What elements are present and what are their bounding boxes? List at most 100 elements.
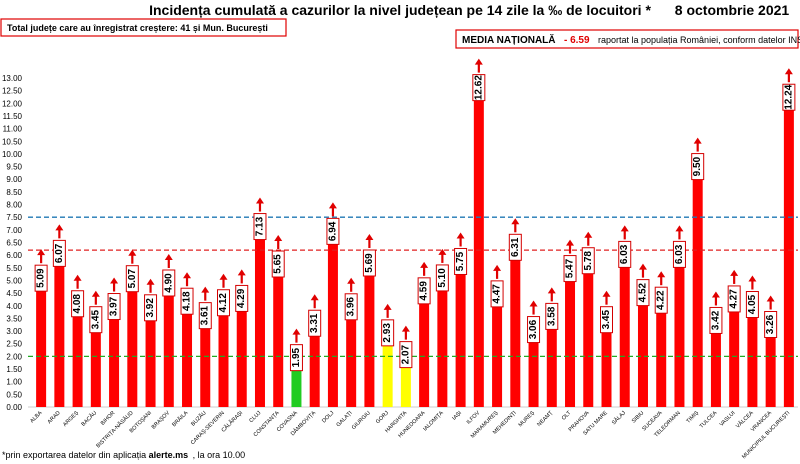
y-tick-label: 1.50 <box>6 365 22 374</box>
category-label: ARGEȘ <box>62 410 80 428</box>
arrow-up-icon-head <box>748 275 757 282</box>
bar <box>36 278 47 407</box>
arrow-up-icon-head <box>784 68 793 75</box>
bar <box>765 324 776 407</box>
category-label: BRAȘOV <box>151 410 172 431</box>
arrow-up-icon-head <box>638 263 647 270</box>
y-tick-label: 2.00 <box>6 352 22 361</box>
bar <box>145 307 156 407</box>
arrow-up-icon-head <box>37 249 46 256</box>
plot-area: 0.00 0.50 1.00 1.50 2.00 2.50 3.00 3.50 4.00 4.50… <box>2 58 798 460</box>
bar <box>692 166 703 407</box>
arrow-up-icon-head <box>91 290 100 297</box>
summary-text: Total județe care au înregistrat creșter… <box>7 23 268 33</box>
value-label: 12.62 <box>473 75 484 100</box>
media-label: MEDIA NAȚIONALĂ <box>462 33 556 46</box>
value-label: 5.65 <box>273 254 284 274</box>
bar <box>565 268 576 407</box>
value-label-box <box>52 239 66 267</box>
value-label-box <box>107 293 121 321</box>
value-label-box <box>691 153 705 181</box>
category-label: MUREȘ <box>518 410 537 429</box>
value-label: 4.29 <box>236 288 247 308</box>
value-label-box <box>417 277 431 305</box>
footer-bold: alerte.ms <box>149 450 189 460</box>
value-label: 2.93 <box>382 323 393 343</box>
y-tick-label: 12.00 <box>2 99 23 108</box>
value-label: 5.69 <box>364 253 375 273</box>
category-label: TULCEA <box>699 410 719 430</box>
bar <box>674 254 685 407</box>
y-tick-label: 3.50 <box>6 314 22 323</box>
y-tick-label: 5.50 <box>6 264 22 273</box>
value-label: 4.47 <box>492 284 503 304</box>
bar <box>473 87 484 408</box>
y-tick-label: 6.50 <box>6 239 22 248</box>
value-label: 4.27 <box>729 289 740 309</box>
chart-date: 8 octombrie 2021 <box>675 2 790 18</box>
bar <box>455 261 466 407</box>
arrow-up-icon-head <box>255 197 264 204</box>
bar <box>309 323 320 407</box>
value-label: 3.97 <box>109 296 120 316</box>
y-tick-label: 8.00 <box>6 201 22 210</box>
arrow-up-icon-head <box>55 224 64 231</box>
category-label: DOLJ <box>321 410 335 424</box>
value-label-box <box>271 250 285 278</box>
value-label-box <box>435 264 449 292</box>
bar <box>72 303 83 407</box>
arrow-up-icon-head <box>128 249 137 256</box>
category-label: IALOMIȚA <box>422 410 445 433</box>
value-label: 3.42 <box>710 310 721 330</box>
y-tick-label: 2.50 <box>6 340 22 349</box>
bar <box>218 302 229 407</box>
arrow-up-icon-head <box>766 295 775 302</box>
y-tick-label: 6.00 <box>6 251 22 260</box>
value-label: 1.95 <box>291 347 302 367</box>
value-label: 12.24 <box>783 84 794 109</box>
value-label-box <box>125 265 139 293</box>
bar <box>254 226 265 407</box>
value-label-box <box>162 269 176 297</box>
bar <box>783 97 794 407</box>
bar <box>656 300 667 407</box>
footer-prefix: *prin exportarea datelor din aplicația <box>2 450 149 460</box>
category-label: GORJ <box>375 410 390 425</box>
value-label: 6.31 <box>510 237 521 257</box>
value-label: 6.03 <box>619 244 630 264</box>
bar <box>546 316 557 407</box>
value-label-box <box>362 249 376 277</box>
category-label: BACĂU <box>80 409 98 427</box>
arrow-up-icon-head <box>219 273 228 280</box>
bar <box>400 354 411 407</box>
value-label: 3.06 <box>528 319 539 339</box>
bar <box>327 231 338 407</box>
value-label: 4.90 <box>163 273 174 293</box>
bar <box>583 260 594 407</box>
category-label: NEAMȚ <box>536 410 554 428</box>
bar <box>163 282 174 407</box>
value-label-box <box>727 285 741 313</box>
value-label-box <box>563 255 577 283</box>
value-label: 3.45 <box>90 310 101 330</box>
bar <box>200 315 211 407</box>
value-label: 9.50 <box>692 156 703 176</box>
category-label: IAȘI <box>451 410 463 422</box>
media-value: - 6.59 <box>564 35 590 46</box>
y-tick-label: 0.00 <box>6 403 22 412</box>
bar <box>437 277 448 407</box>
value-label: 6.94 <box>327 221 338 241</box>
arrow-up-icon-head <box>237 269 246 276</box>
category-label: SIBIU <box>631 410 645 424</box>
value-label: 4.18 <box>182 291 193 311</box>
category-label: GIURGIU <box>351 410 372 431</box>
arrow-up-icon-head <box>602 290 611 297</box>
y-tick-label: 11.00 <box>3 125 23 134</box>
bar <box>364 262 375 407</box>
value-label-box <box>308 309 322 337</box>
arrow-up-icon-head <box>164 253 173 260</box>
value-label-box <box>618 240 632 268</box>
bar <box>510 247 521 407</box>
y-tick-label: 10.50 <box>2 137 23 146</box>
value-label: 5.10 <box>437 268 448 288</box>
